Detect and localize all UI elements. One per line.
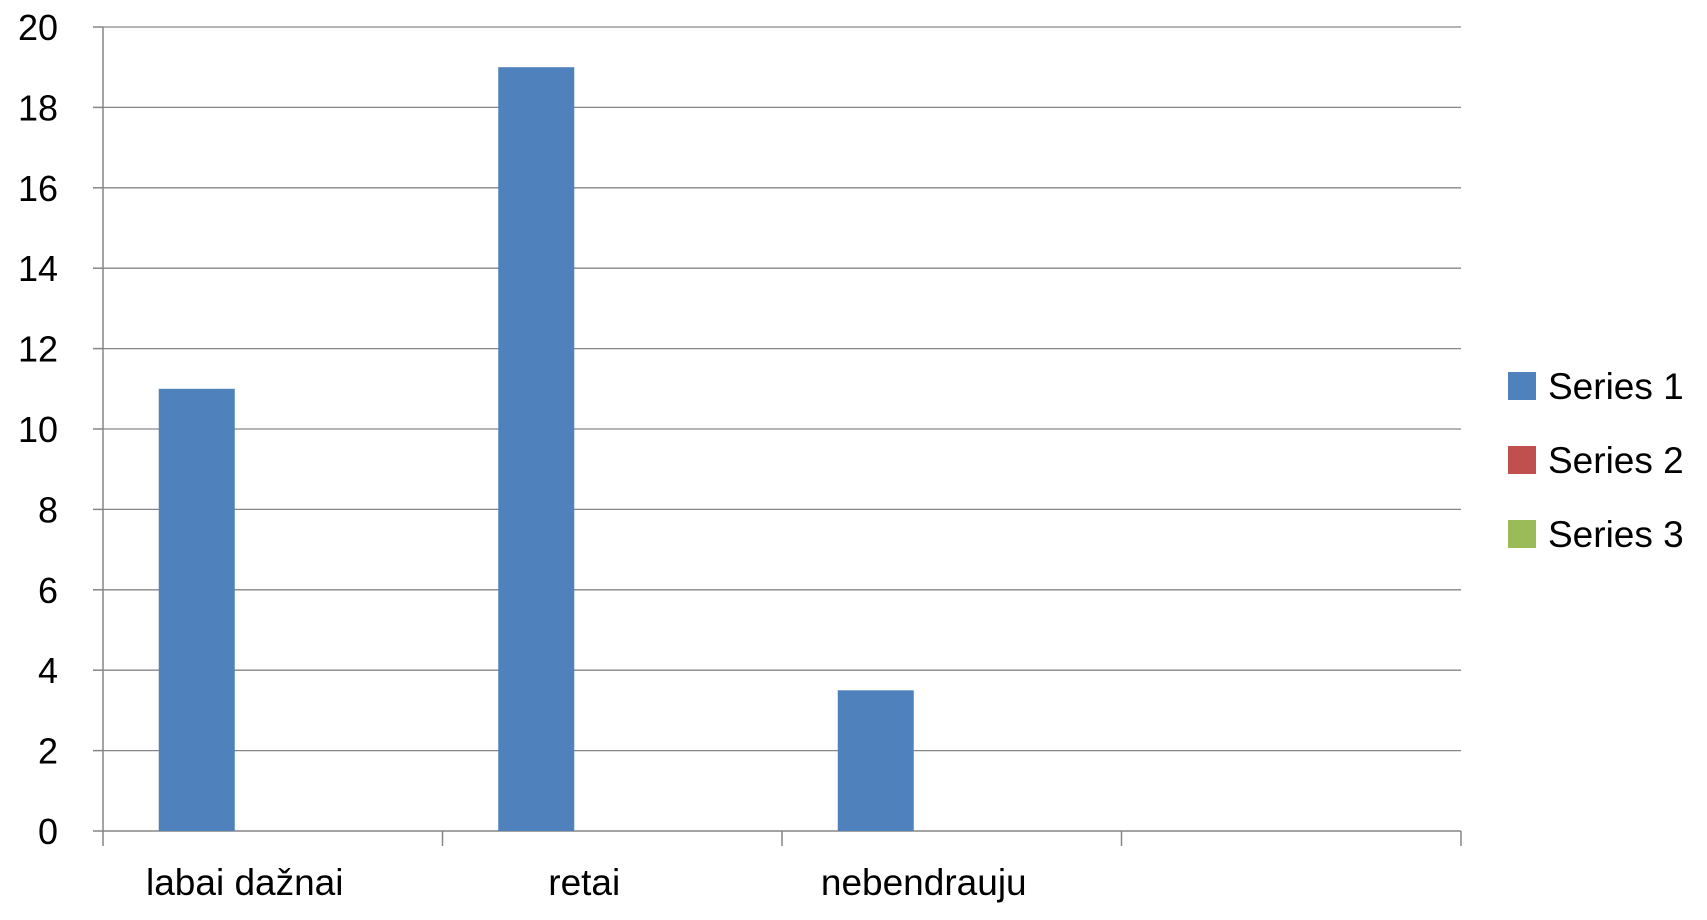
- legend-label: Series 3: [1548, 514, 1684, 555]
- y-tick-label: 2: [38, 731, 58, 772]
- y-tick-label: 6: [38, 570, 58, 611]
- bar-series-1-0: [158, 388, 235, 831]
- y-tick-label: 16: [18, 168, 58, 209]
- bar-series-1-2: [837, 690, 914, 831]
- y-tick-label: 18: [18, 87, 58, 128]
- y-tick-label: 8: [38, 489, 58, 530]
- x-category-labels: labai dažnai retai nebendrauju: [146, 862, 1027, 903]
- gridlines: [103, 26, 1461, 752]
- x-category-label: retai: [548, 862, 620, 903]
- x-category-label: nebendrauju: [821, 862, 1027, 903]
- legend-label: Series 2: [1548, 440, 1684, 481]
- axes: [93, 26, 1462, 846]
- bar-series-1-1: [498, 67, 575, 831]
- x-category-label: labai dažnai: [146, 862, 343, 903]
- y-tick-label: 10: [18, 409, 58, 450]
- y-tick-label: 20: [18, 7, 58, 48]
- y-tick-label: 0: [38, 811, 58, 852]
- y-tick-label: 4: [38, 650, 58, 691]
- legend-swatch: [1508, 520, 1536, 548]
- y-tick-label: 12: [18, 329, 58, 370]
- y-tick-label: 14: [18, 248, 58, 289]
- bars: [158, 67, 914, 831]
- legend: Series 1 Series 2 Series 3: [1508, 366, 1684, 555]
- legend-label: Series 1: [1548, 366, 1684, 407]
- y-tick-labels: 0 2 4 6 8 10 12 14 16 18 20: [18, 7, 58, 852]
- legend-swatch: [1508, 372, 1536, 400]
- legend-swatch: [1508, 446, 1536, 474]
